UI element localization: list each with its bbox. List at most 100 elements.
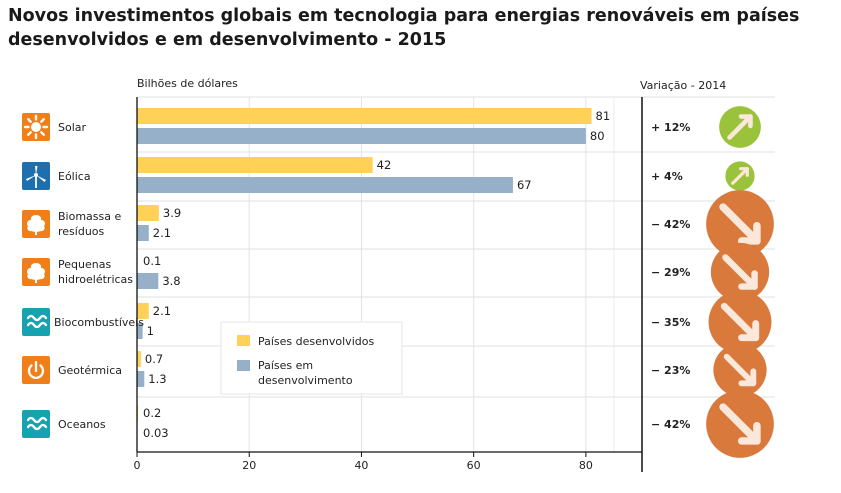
bar-developing xyxy=(137,371,145,387)
data-label: 1.3 xyxy=(148,372,166,386)
category-label: Solar xyxy=(58,121,87,134)
legend-label-developed: Países desenvolvidos xyxy=(258,335,374,348)
data-label: 0.7 xyxy=(145,352,163,366)
category-label: Geotérmica xyxy=(58,364,122,377)
legend-swatch-developing xyxy=(237,360,250,371)
variation-column: + 12% + 4% − 42% − 29% − 35% − 23% − 42% xyxy=(641,97,774,472)
sun-ray xyxy=(40,131,45,136)
data-label: 0.2 xyxy=(143,406,161,420)
bar-developed xyxy=(137,303,149,319)
bar-developing xyxy=(137,177,513,193)
category-label: Biomassa e resíduos xyxy=(58,210,121,238)
arrow-up-icon xyxy=(719,106,761,148)
arrow-shaft xyxy=(719,203,761,245)
data-label: 67 xyxy=(517,178,532,192)
data-label: 80 xyxy=(590,129,605,143)
sun-ray xyxy=(27,118,32,123)
sun-icon xyxy=(22,113,50,141)
waves-icon xyxy=(22,308,50,336)
category-label: Biocombustíveis xyxy=(54,316,144,329)
leaf-shape xyxy=(27,215,45,232)
bars xyxy=(137,108,592,441)
data-label: 3.8 xyxy=(162,274,180,288)
variation-label: − 42% xyxy=(651,218,690,231)
arrow-down-icon xyxy=(708,290,772,354)
category-label-line: hidroelétricas xyxy=(58,273,133,286)
arrow-down-icon xyxy=(713,343,767,397)
bar-developed xyxy=(137,157,373,173)
category-label-line: Pequenas xyxy=(58,258,111,271)
value-labels: 81 80 42 67 3.9 2.1 0.13.8 2.1 1 0.7 1.3 0.2 0.03 xyxy=(143,109,610,440)
arrow-head xyxy=(738,270,758,290)
sun-ray xyxy=(27,131,32,136)
bar-developed xyxy=(137,108,592,124)
leaf-stem xyxy=(35,230,37,235)
unit-label: Bilhões de dólares xyxy=(137,77,238,90)
icon-background xyxy=(22,410,50,438)
sun-core xyxy=(31,122,41,132)
arrow-down-icon xyxy=(706,190,774,258)
arrow-head xyxy=(739,167,749,177)
arrow-head xyxy=(737,421,761,445)
arrow-head xyxy=(738,114,753,129)
leaf-shape xyxy=(27,263,45,280)
legend-swatch-developed xyxy=(237,335,250,346)
category-label: Oceanos xyxy=(58,418,106,431)
category-icons xyxy=(22,113,50,438)
data-label: 42 xyxy=(377,158,392,172)
wave-line xyxy=(26,423,48,431)
variation-label: − 29% xyxy=(651,266,690,279)
bar-developing xyxy=(137,273,159,289)
variation-label: − 35% xyxy=(651,316,690,329)
arrow-shaft xyxy=(723,353,757,387)
arrow-down-icon xyxy=(706,390,774,458)
data-label: 81 xyxy=(596,109,611,123)
data-label: 0.03 xyxy=(143,426,169,440)
bar-developing xyxy=(137,225,149,241)
variation-label: + 4% xyxy=(651,170,683,183)
x-tick-label: 20 xyxy=(242,459,256,472)
wave-line xyxy=(26,321,48,329)
data-label: 3.9 xyxy=(163,206,181,220)
waves-icon xyxy=(22,410,50,438)
category-label-line: resíduos xyxy=(58,225,105,238)
bar-developed xyxy=(137,205,159,221)
variation-label: + 12% xyxy=(651,121,690,134)
category-labels: Solar Eólica Biomassa e resíduos Pequenas hid… xyxy=(54,121,144,431)
arrow-head xyxy=(738,368,757,387)
arrow-shaft xyxy=(720,302,760,342)
wind-turbine-icon xyxy=(22,162,50,190)
data-label: 0.1 xyxy=(143,254,161,268)
data-label: 2.1 xyxy=(153,226,171,240)
variation-label: − 23% xyxy=(651,364,690,377)
wave-line xyxy=(26,314,48,322)
x-tick-label: 80 xyxy=(579,459,593,472)
icon-background xyxy=(22,308,50,336)
gridlines xyxy=(248,97,615,452)
sun-ray xyxy=(40,118,45,123)
arrow-shaft xyxy=(727,114,753,140)
variation-header: Variação - 2014 xyxy=(640,79,726,92)
power-icon xyxy=(22,356,50,384)
turbine-hub xyxy=(34,173,38,177)
legend-label-developing: Países em xyxy=(258,359,313,372)
x-tick-label: 0 xyxy=(134,459,141,472)
bar-developing xyxy=(137,323,143,339)
data-label: 1 xyxy=(147,324,154,338)
x-tick-label: 60 xyxy=(467,459,481,472)
arrow-shaft xyxy=(731,167,749,185)
arrow-shaft xyxy=(722,254,758,290)
bar-developing xyxy=(137,128,586,144)
x-tick-label: 40 xyxy=(354,459,368,472)
arrow-up-icon xyxy=(725,161,755,191)
category-label-line: Biomassa e xyxy=(58,210,121,223)
arrow-head xyxy=(738,320,760,342)
power-arc xyxy=(27,364,45,379)
arrow-head xyxy=(737,221,761,245)
x-axis: 0 20 40 60 80 xyxy=(134,97,642,472)
category-label: Eólica xyxy=(58,170,91,183)
legend-label-developing: desenvolvimento xyxy=(258,374,353,387)
legend-box xyxy=(220,321,403,395)
arrow-down-icon xyxy=(710,242,770,302)
bar-developed xyxy=(137,351,141,367)
